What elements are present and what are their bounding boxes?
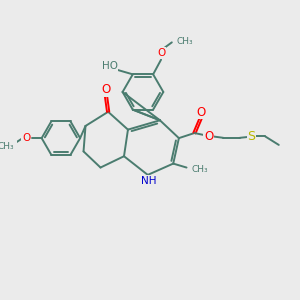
Text: CH₃: CH₃	[177, 37, 193, 46]
Text: O: O	[196, 106, 206, 118]
Text: CH₃: CH₃	[191, 165, 208, 174]
Text: NH: NH	[141, 176, 157, 186]
Text: O: O	[101, 83, 110, 96]
Text: HO: HO	[102, 61, 118, 71]
Text: O: O	[204, 130, 213, 143]
Text: S: S	[248, 130, 256, 143]
Text: CH₃: CH₃	[0, 142, 14, 151]
Text: O: O	[157, 48, 165, 58]
Text: O: O	[22, 133, 30, 143]
